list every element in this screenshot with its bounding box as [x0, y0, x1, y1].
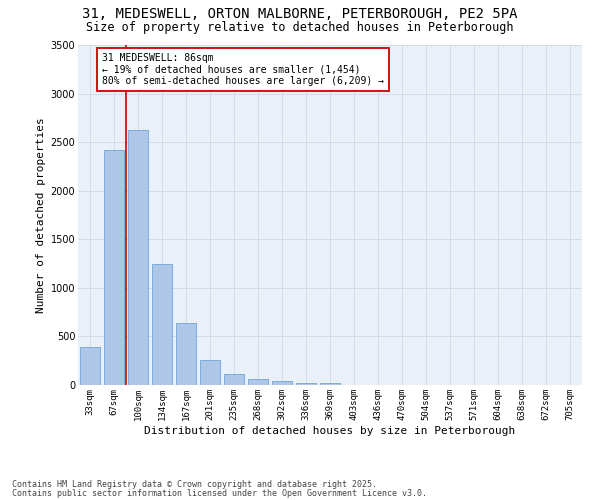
Bar — [152, 264, 172, 385]
Bar — [104, 150, 124, 385]
Bar — [128, 130, 148, 385]
Text: Size of property relative to detached houses in Peterborough: Size of property relative to detached ho… — [86, 21, 514, 34]
Text: 31, MEDESWELL, ORTON MALBORNE, PETERBOROUGH, PE2 5PA: 31, MEDESWELL, ORTON MALBORNE, PETERBORO… — [82, 8, 518, 22]
Bar — [176, 323, 196, 385]
Bar — [320, 383, 340, 385]
Text: Contains public sector information licensed under the Open Government Licence v3: Contains public sector information licen… — [12, 488, 427, 498]
Bar — [296, 382, 316, 385]
Y-axis label: Number of detached properties: Number of detached properties — [37, 117, 46, 313]
Bar — [248, 379, 268, 385]
Text: Contains HM Land Registry data © Crown copyright and database right 2025.: Contains HM Land Registry data © Crown c… — [12, 480, 377, 489]
X-axis label: Distribution of detached houses by size in Peterborough: Distribution of detached houses by size … — [145, 426, 515, 436]
Bar — [272, 380, 292, 385]
Bar — [224, 374, 244, 385]
Bar — [200, 360, 220, 385]
Text: 31 MEDESWELL: 86sqm
← 19% of detached houses are smaller (1,454)
80% of semi-det: 31 MEDESWELL: 86sqm ← 19% of detached ho… — [102, 53, 384, 86]
Bar — [80, 347, 100, 385]
